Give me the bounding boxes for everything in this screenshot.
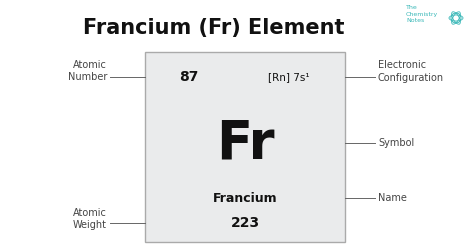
Text: Fr: Fr — [216, 117, 274, 169]
Text: The
Chemistry
Notes: The Chemistry Notes — [406, 5, 438, 23]
Text: Francium: Francium — [213, 192, 277, 205]
Text: 223: 223 — [230, 216, 260, 230]
Text: Atomic
Number: Atomic Number — [68, 60, 107, 82]
Text: [Rn] 7s¹: [Rn] 7s¹ — [268, 72, 310, 82]
Text: Name: Name — [378, 193, 407, 203]
Bar — [145, 52, 345, 242]
Text: Francium (Fr) Element: Francium (Fr) Element — [82, 18, 344, 38]
Text: 87: 87 — [179, 70, 199, 84]
Text: Atomic
Weight: Atomic Weight — [73, 208, 107, 230]
Text: Electronic
Configuration: Electronic Configuration — [378, 61, 444, 83]
Text: Symbol: Symbol — [378, 138, 414, 148]
